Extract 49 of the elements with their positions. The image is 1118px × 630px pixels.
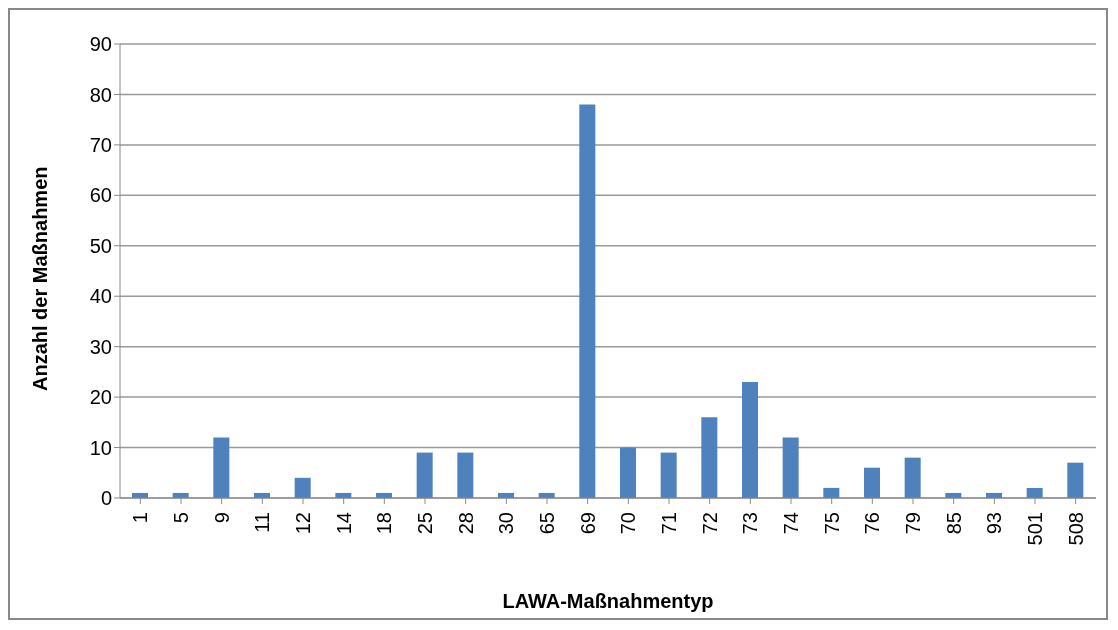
x-tick-label: 65 [536,512,558,535]
y-tick-label: 10 [89,436,112,459]
x-axis-title: LAWA-Maßnahmentyp [502,590,714,612]
x-tick-label: 12 [292,512,314,535]
x-tick-label: 501 [1024,512,1046,546]
y-tick-label: 70 [89,133,112,156]
x-tick-label: 1 [129,512,152,524]
y-tick-label: 40 [89,285,112,308]
x-tick-label: 73 [739,512,762,535]
x-tick-label: 9 [210,512,233,524]
bar [782,437,799,498]
x-tick-label: 71 [658,512,680,535]
x-tick-label: 72 [698,512,721,535]
bar [294,477,311,498]
x-tick-label: 5 [170,512,192,524]
x-tick-label: 28 [454,512,477,535]
bar [1067,462,1084,498]
y-axis-title: Anzahl der Maßnahmen [29,166,52,391]
x-tick-label: 93 [983,512,1006,535]
y-tick-label: 20 [89,386,112,409]
y-tick-label: 30 [89,335,112,358]
y-tick-label: 0 [100,487,112,510]
x-tick-label: 75 [820,512,843,535]
x-tick-label: 14 [332,512,355,535]
x-tick-label: 508 [1064,512,1087,546]
bar [742,381,758,498]
x-tick-label: 74 [780,512,802,535]
y-tick-label: 60 [89,184,112,207]
x-tick-label: 25 [414,512,436,535]
y-tick-label: 80 [89,83,112,106]
x-tick-label: 11 [251,512,274,533]
x-tick-label: 70 [617,512,640,535]
bar [864,467,880,498]
bar [904,457,921,498]
bar [416,452,433,498]
x-tick-label: 30 [495,512,518,535]
bar [701,417,718,498]
bar [213,437,230,498]
bar [457,452,474,498]
x-tick-label: 79 [902,512,924,535]
x-tick-label: 76 [861,512,884,535]
y-tick-label: 50 [89,234,112,257]
bar [620,447,636,498]
x-tick-label: 18 [373,512,396,535]
x-tick-label: 69 [576,512,599,535]
x-tick-label: 85 [942,512,965,535]
bar [579,104,596,498]
y-tick-label: 90 [89,33,112,56]
bar [660,452,677,498]
